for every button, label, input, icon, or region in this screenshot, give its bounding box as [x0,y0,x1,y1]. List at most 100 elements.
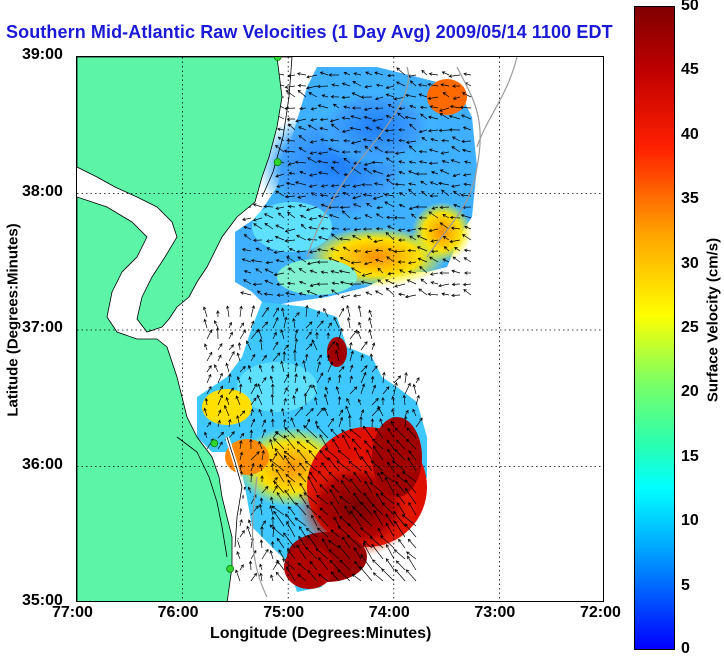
velocity-arrow [349,126,362,131]
velocity-arrow [258,364,263,373]
velocity-arrow [385,287,395,296]
velocity-arrow [326,354,331,362]
velocity-arrow [360,95,373,99]
velocity-arrow [439,271,450,275]
velocity-arrow [323,407,329,417]
velocity-arrow [239,383,243,395]
velocity-arrow [385,85,395,90]
velocity-arrow [282,558,296,571]
velocity-arrow [297,256,307,263]
velocity-arrow [296,234,307,241]
velocity-arrow [259,572,263,582]
velocity-arrow [236,415,241,428]
velocity-arrow [320,184,329,188]
velocity-arrow [361,183,373,187]
velocity-arrow [296,72,307,76]
velocity-arrow [449,215,461,220]
velocity-arrow [316,248,329,252]
velocity-arrow [307,124,318,131]
velocity-arrow [228,387,234,395]
velocity-arrow [394,283,406,288]
velocity-arrow [243,269,252,274]
velocity-arrow [374,106,384,111]
colorbar-tick-label: 10 [681,512,699,530]
velocity-arrow [308,217,318,221]
velocity-arrow [385,543,395,560]
velocity-arrow [452,190,461,197]
velocity-arrow [252,238,263,242]
velocity-arrow [377,405,384,417]
velocity-arrow [322,538,329,549]
radar-stations [210,57,282,573]
velocity-arrow [403,415,408,428]
velocity-arrow [328,257,340,263]
velocity-arrow [412,408,417,417]
velocity-arrow [321,462,329,472]
velocity-arrow [461,148,472,153]
velocity-arrow [265,260,274,265]
velocity-arrow [438,107,450,112]
velocity-arrow [257,383,263,395]
velocity-arrow [294,329,299,340]
velocity-arrow [202,306,208,318]
velocity-arrow [269,524,285,538]
velocity-arrow [450,159,461,164]
velocity-arrow [384,279,395,285]
velocity-arrow [298,204,307,208]
velocity-arrow [213,320,219,329]
velocity-arrow [286,138,296,143]
velocity-arrow [386,173,395,178]
velocity-arrow [395,560,406,571]
velocity-arrow [384,201,395,208]
velocity-arrow [349,428,362,439]
velocity-arrow [416,246,428,252]
velocity-arrow [272,352,281,362]
velocity-arrow [369,482,384,494]
velocity-arrow [360,341,368,351]
velocity-arrow [408,145,417,153]
velocity-arrow [377,279,384,285]
velocity-arrow [263,292,274,296]
velocity-arrow [360,383,366,395]
velocity-arrow [349,478,362,494]
velocity-arrow [309,140,318,144]
colorbar-tick-label: 45 [681,61,699,79]
velocity-arrow [371,397,379,406]
velocity-arrow [357,398,362,406]
velocity-arrow [319,483,329,494]
velocity-arrow [393,381,398,395]
velocity-arrow [365,291,373,296]
velocity-arrow [375,227,384,231]
velocity-arrow [440,83,450,87]
velocity-arrow [415,377,420,384]
velocity-arrow [286,256,296,263]
velocity-arrow [261,307,269,318]
x-tick-label: 76:00 [157,604,199,621]
velocity-arrow [329,138,340,142]
velocity-arrow [368,309,373,318]
velocity-arrow [305,439,318,450]
velocity-arrow [421,69,428,76]
velocity-arrow [276,293,285,297]
velocity-arrow [250,418,256,428]
velocity-arrow [381,397,385,406]
velocity-arrow [215,326,220,340]
velocity-arrow [319,507,329,516]
velocity-arrow [349,364,354,373]
velocity-arrow [339,257,351,263]
velocity-arrow [271,516,275,527]
velocity-arrow [300,223,307,230]
velocity-arrow [261,449,265,461]
velocity-arrow [348,414,352,428]
velocity-arrow [397,260,406,264]
velocity-arrow [257,290,263,296]
velocity-arrow [303,425,318,439]
velocity-arrow [259,463,263,472]
velocity-arrow [404,382,411,395]
velocity-arrow [316,494,329,505]
velocity-arrow [269,505,274,516]
velocity-arrow [258,408,263,417]
velocity-arrow [352,195,362,200]
velocity-arrow [329,488,340,505]
velocity-arrow [307,534,318,549]
